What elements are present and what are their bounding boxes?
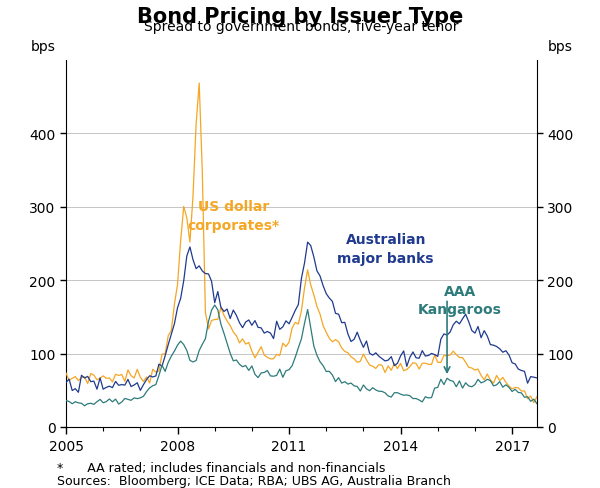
- Text: bps: bps: [31, 40, 56, 54]
- Title: Spread to government bonds, five-year tenor: Spread to government bonds, five-year te…: [144, 20, 459, 34]
- Text: bps: bps: [547, 40, 572, 54]
- Text: *      AA rated; includes financials and non-financials: * AA rated; includes financials and non-…: [57, 461, 385, 474]
- Text: US dollar
corporates*: US dollar corporates*: [187, 200, 280, 232]
- Text: Sources:  Bloomberg; ICE Data; RBA; UBS AG, Australia Branch: Sources: Bloomberg; ICE Data; RBA; UBS A…: [57, 474, 451, 488]
- Text: Australian
major banks: Australian major banks: [337, 233, 434, 265]
- Text: Bond Pricing by Issuer Type: Bond Pricing by Issuer Type: [137, 7, 463, 27]
- Text: AAA
Kangaroos: AAA Kangaroos: [418, 284, 502, 317]
